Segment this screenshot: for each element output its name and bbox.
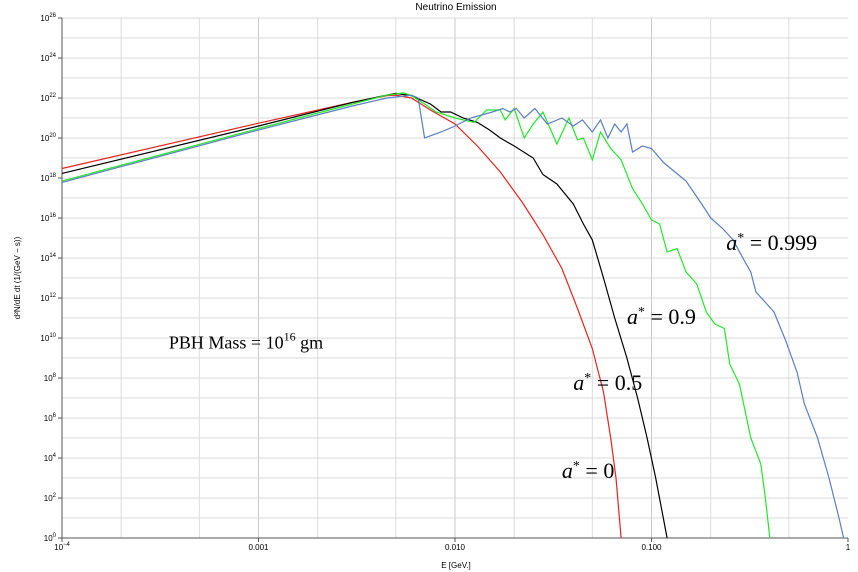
- y-tick-label: 1012: [40, 293, 56, 303]
- y-axis-label: d²N/dE dt (1/(GeV − s)): [13, 236, 22, 319]
- y-tick-label: 108: [44, 373, 57, 383]
- series-line-2: [61, 92, 771, 539]
- annotation-0: a* = 0: [562, 458, 614, 483]
- y-tick-label: 1014: [40, 253, 56, 263]
- y-tick-label: 104: [44, 453, 57, 463]
- y-tick-label: 1016: [40, 213, 56, 223]
- x-tick-label: 0.001: [248, 543, 269, 552]
- x-tick-label: 0.010: [445, 543, 466, 552]
- y-tick-label: 100: [44, 533, 57, 543]
- series-line-1: [61, 92, 668, 539]
- y-tick-label: 1022: [40, 93, 56, 103]
- x-tick-label: 1: [846, 543, 851, 552]
- y-tick-label: 1026: [40, 13, 56, 23]
- annotation-2: a* = 0.9: [627, 304, 696, 329]
- y-tick-label: 1024: [40, 53, 56, 63]
- chart-title: Neutrino Emission: [415, 2, 496, 13]
- x-axis-label: E [GeV.]: [441, 561, 471, 570]
- y-tick-label: 102: [44, 493, 57, 503]
- y-tick-label: 106: [44, 413, 57, 423]
- annotations: a* = 0 a* = 0.5 a* = 0.9 a* = 0.999 PBH Mass…: [169, 230, 817, 483]
- x-tick-label: 0.100: [641, 543, 662, 552]
- x-tick-label: 10−4: [54, 542, 70, 552]
- y-tick-label: 1010: [40, 333, 56, 343]
- y-tick-label: 1020: [40, 133, 56, 143]
- y-tick-labels: 100 102 104 106 108 1010 1012 1014 1016 1018 1020 1…: [40, 13, 62, 543]
- series-line-3: [61, 94, 845, 539]
- y-tick-label: 1018: [40, 173, 56, 183]
- x-tick-labels: 10−4 0.001 0.010 0.100 1: [54, 538, 851, 552]
- annotation-4: PBH Mass = 1016 gm: [169, 329, 323, 352]
- annotation-3: a* = 0.999: [726, 230, 817, 255]
- series-lines: [61, 92, 845, 539]
- annotation-1: a* = 0.5: [573, 370, 642, 395]
